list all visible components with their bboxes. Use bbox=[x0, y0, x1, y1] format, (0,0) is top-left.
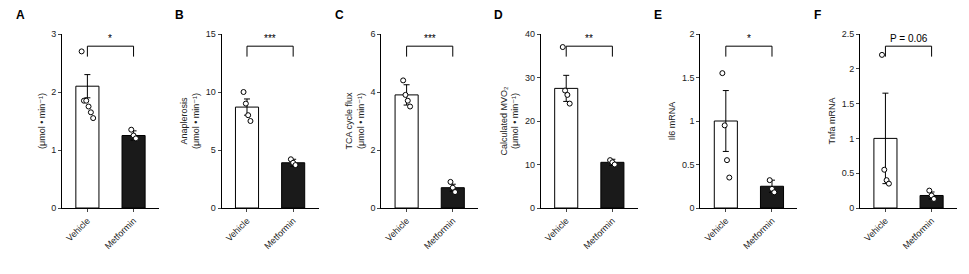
svg-text:E: E bbox=[654, 8, 662, 22]
svg-text:**: ** bbox=[585, 33, 593, 44]
svg-text:Metformin: Metformin bbox=[422, 216, 457, 251]
svg-text:A: A bbox=[16, 8, 25, 22]
svg-text:1.5: 1.5 bbox=[682, 73, 695, 83]
svg-text:Tnfa mRNA: Tnfa mRNA bbox=[827, 97, 837, 144]
svg-text:Il6 mRNA: Il6 mRNA bbox=[667, 102, 677, 141]
svg-text:Calculated MVO₂(μmol • min⁻¹): Calculated MVO₂(μmol • min⁻¹) bbox=[499, 86, 521, 156]
svg-text:Metformin: Metformin bbox=[582, 216, 617, 251]
svg-text:Vehicle: Vehicle bbox=[224, 216, 252, 244]
svg-text:0.5: 0.5 bbox=[842, 168, 855, 178]
svg-text:40: 40 bbox=[525, 29, 535, 39]
svg-text:2: 2 bbox=[51, 87, 56, 97]
svg-text:1: 1 bbox=[51, 145, 56, 155]
svg-text:15: 15 bbox=[206, 29, 216, 39]
svg-text:Vehicle: Vehicle bbox=[543, 216, 571, 244]
svg-text:10: 10 bbox=[206, 87, 216, 97]
svg-text:0: 0 bbox=[51, 203, 56, 213]
svg-text:Metformin: Metformin bbox=[103, 216, 138, 251]
svg-text:Vehicle: Vehicle bbox=[862, 216, 890, 244]
svg-text:Vehicle: Vehicle bbox=[703, 216, 731, 244]
svg-text:*: * bbox=[747, 33, 751, 44]
svg-text:Metformin: Metformin bbox=[262, 216, 297, 251]
svg-text:2: 2 bbox=[849, 64, 854, 74]
svg-text:0: 0 bbox=[849, 203, 854, 213]
svg-text:TCA cycle flux(μmol • min⁻¹): TCA cycle flux(μmol • min⁻¹) bbox=[344, 92, 366, 150]
svg-text:***: *** bbox=[264, 33, 276, 44]
svg-text:Metformin: Metformin bbox=[741, 216, 776, 251]
svg-text:1: 1 bbox=[849, 134, 854, 144]
svg-text:D: D bbox=[494, 8, 503, 22]
svg-text:2.5: 2.5 bbox=[842, 29, 855, 39]
svg-text:(μmol • min⁻¹): (μmol • min⁻¹) bbox=[37, 93, 47, 149]
svg-text:Anaplerosis(μmol • min⁻¹): Anaplerosis(μmol • min⁻¹) bbox=[179, 93, 201, 149]
svg-text:0: 0 bbox=[690, 203, 695, 213]
svg-text:1.5: 1.5 bbox=[842, 99, 855, 109]
svg-text:20: 20 bbox=[525, 116, 535, 126]
svg-text:1: 1 bbox=[690, 116, 695, 126]
svg-text:2: 2 bbox=[370, 145, 375, 155]
svg-text:Metformin: Metformin bbox=[901, 216, 936, 251]
svg-text:0: 0 bbox=[530, 203, 535, 213]
svg-text:6: 6 bbox=[370, 29, 375, 39]
svg-text:0: 0 bbox=[370, 203, 375, 213]
svg-text:0: 0 bbox=[211, 203, 216, 213]
svg-text:0.5: 0.5 bbox=[682, 160, 695, 170]
svg-text:4: 4 bbox=[370, 87, 375, 97]
svg-text:Vehicle: Vehicle bbox=[64, 216, 92, 244]
svg-text:B: B bbox=[175, 8, 184, 22]
svg-text:P = 0.06: P = 0.06 bbox=[890, 33, 928, 44]
svg-text:3: 3 bbox=[51, 29, 56, 39]
svg-text:10: 10 bbox=[525, 160, 535, 170]
svg-text:***: *** bbox=[424, 33, 436, 44]
svg-text:*: * bbox=[108, 33, 112, 44]
svg-text:30: 30 bbox=[525, 73, 535, 83]
svg-text:F: F bbox=[814, 8, 821, 22]
svg-text:Vehicle: Vehicle bbox=[384, 216, 412, 244]
svg-text:2: 2 bbox=[690, 29, 695, 39]
svg-text:5: 5 bbox=[211, 145, 216, 155]
svg-text:C: C bbox=[335, 8, 344, 22]
